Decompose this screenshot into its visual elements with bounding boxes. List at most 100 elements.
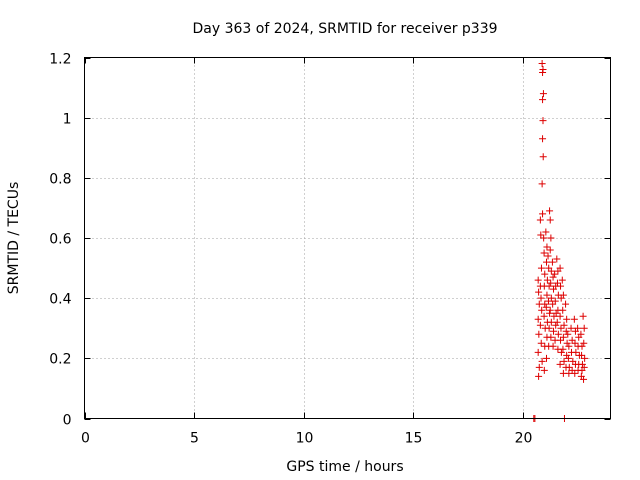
data-point bbox=[580, 375, 588, 383]
data-point bbox=[539, 153, 547, 161]
data-point bbox=[577, 330, 585, 338]
data-point bbox=[537, 264, 545, 272]
data-point bbox=[568, 336, 576, 344]
data-point bbox=[549, 273, 557, 281]
data-point bbox=[567, 324, 575, 332]
y-tick-label: 0 bbox=[63, 413, 72, 429]
data-point bbox=[543, 258, 551, 266]
data-point bbox=[537, 339, 545, 347]
data-point bbox=[560, 321, 568, 329]
data-point bbox=[542, 303, 550, 311]
data-point bbox=[546, 306, 554, 314]
data-point bbox=[535, 288, 543, 296]
y-tick-label: 0.2 bbox=[49, 352, 71, 368]
y-tick-labels: 0 0.2 0.4 0.6 0.8 1 1.2 bbox=[49, 52, 71, 429]
data-point bbox=[562, 300, 570, 308]
data-point bbox=[558, 276, 566, 284]
data-point bbox=[544, 252, 552, 260]
data-point bbox=[538, 60, 546, 68]
data-point bbox=[540, 249, 548, 257]
x-tick-labels: 0 5 10 15 20 bbox=[81, 431, 532, 447]
y-tick-label: 1.2 bbox=[49, 52, 71, 68]
data-point bbox=[549, 342, 557, 350]
data-point bbox=[536, 321, 544, 329]
data-point bbox=[541, 300, 549, 308]
x-tick-label: 20 bbox=[515, 431, 533, 447]
data-point bbox=[546, 309, 554, 317]
data-point bbox=[557, 348, 565, 356]
data-point bbox=[547, 294, 555, 302]
data-point bbox=[552, 309, 560, 317]
data-point bbox=[543, 291, 551, 299]
data-point bbox=[564, 330, 572, 338]
data-point bbox=[578, 360, 586, 368]
data-point bbox=[571, 339, 579, 347]
data-point bbox=[542, 228, 550, 236]
data-point bbox=[547, 279, 555, 287]
data-point bbox=[551, 297, 559, 305]
data-point bbox=[535, 372, 543, 380]
data-point bbox=[559, 333, 567, 341]
data-point bbox=[560, 357, 568, 365]
data-point bbox=[545, 324, 553, 332]
data-point bbox=[564, 354, 572, 362]
data-point bbox=[538, 357, 546, 365]
data-point bbox=[553, 255, 561, 263]
data-point bbox=[553, 279, 561, 287]
data-point bbox=[544, 297, 552, 305]
data-point bbox=[534, 348, 542, 356]
data-point bbox=[565, 369, 573, 377]
data-point bbox=[559, 345, 567, 353]
data-point bbox=[571, 369, 579, 377]
data-point bbox=[539, 90, 547, 98]
grid bbox=[84, 57, 611, 419]
data-point bbox=[579, 312, 587, 320]
data-point bbox=[538, 180, 546, 188]
data-point bbox=[557, 282, 565, 290]
data-point bbox=[534, 315, 542, 323]
data-point bbox=[541, 270, 549, 278]
data-point bbox=[570, 315, 578, 323]
data-point bbox=[574, 324, 582, 332]
data-point bbox=[543, 354, 551, 362]
x-tick-label: 0 bbox=[81, 431, 90, 447]
data-point bbox=[548, 258, 556, 266]
data-point bbox=[547, 267, 555, 275]
data-point bbox=[547, 333, 555, 341]
data-point bbox=[534, 276, 542, 284]
data-point bbox=[535, 363, 543, 371]
plot-frame bbox=[84, 57, 611, 419]
y-tick-label: 1 bbox=[63, 112, 72, 128]
data-point bbox=[557, 336, 565, 344]
data-point bbox=[581, 354, 589, 362]
data-point bbox=[556, 264, 564, 272]
data-point bbox=[540, 312, 548, 320]
y-axis-label: SRMTID / TECUs bbox=[6, 182, 22, 295]
data-point bbox=[559, 291, 567, 299]
data-point bbox=[557, 324, 565, 332]
data-point bbox=[540, 366, 548, 374]
data-point bbox=[580, 363, 588, 371]
chart-title: Day 363 of 2024, SRMTID for receiver p33… bbox=[192, 21, 497, 37]
x-tick-label: 10 bbox=[296, 431, 314, 447]
data-point bbox=[559, 306, 567, 314]
data-point bbox=[536, 216, 544, 224]
data-point bbox=[535, 330, 543, 338]
data-point bbox=[553, 318, 561, 326]
data-point bbox=[552, 321, 560, 329]
data-point bbox=[539, 96, 547, 104]
data-point bbox=[539, 210, 547, 218]
data-point bbox=[580, 324, 588, 332]
data-point bbox=[578, 342, 586, 350]
data-point bbox=[554, 330, 562, 338]
data-point bbox=[539, 135, 547, 143]
data-point bbox=[580, 339, 588, 347]
data-point bbox=[543, 276, 551, 284]
y-tick-label: 0.4 bbox=[49, 292, 71, 308]
data-point bbox=[540, 234, 548, 242]
data-point bbox=[550, 327, 558, 335]
data-point bbox=[563, 351, 571, 359]
data-point bbox=[546, 207, 554, 215]
data-point bbox=[572, 348, 580, 356]
